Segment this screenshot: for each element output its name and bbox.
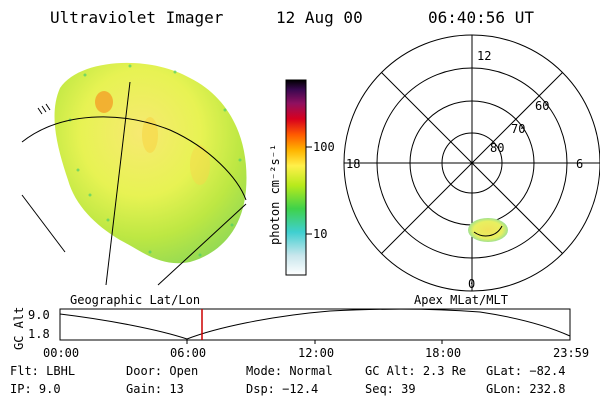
altitude-ytick-low: 1.8 — [28, 327, 50, 341]
mlt-label-12: 12 — [477, 49, 491, 63]
glon-label: GLon: — [486, 382, 523, 396]
ip-value: 9.0 — [38, 382, 61, 396]
gcalt-label: GC Alt: — [365, 364, 416, 378]
dsp-value: −12.4 — [282, 382, 319, 396]
dsp-label: Dsp: — [246, 382, 275, 396]
bright-spots — [95, 91, 210, 185]
time-label: 06:40:56 UT — [428, 8, 534, 27]
door-label: Door: — [126, 364, 163, 378]
ip-label: IP: — [10, 382, 32, 396]
colorbar-tick-100: 100 — [313, 140, 335, 154]
info-dsp: Dsp: −12.4 — [246, 382, 318, 396]
auroral-oval-spot — [468, 218, 508, 242]
glat-value: −82.4 — [529, 364, 566, 378]
flt-value: LBHL — [46, 364, 76, 378]
date-label: 12 Aug 00 — [276, 8, 363, 27]
gain-value: 13 — [169, 382, 184, 396]
left-panel-label: Geographic Lat/Lon — [70, 293, 200, 307]
info-gcalt: GC Alt: 2.3 Re — [365, 364, 466, 378]
info-gain: Gain: 13 — [126, 382, 184, 396]
lat-label-60: 60 — [535, 99, 549, 113]
gain-label: Gain: — [126, 382, 163, 396]
altitude-plot — [59, 308, 571, 344]
mode-label: Mode: — [246, 364, 283, 378]
flt-label: Flt: — [10, 364, 39, 378]
info-seq: Seq: 39 — [365, 382, 416, 396]
glat-label: GLat: — [486, 364, 523, 378]
xtick-0000: 00:00 — [43, 346, 79, 360]
mlt-label-0: 0 — [468, 277, 475, 291]
info-mode: Mode: Normal — [246, 364, 333, 378]
info-ip: IP: 9.0 — [10, 382, 61, 396]
auroral-speckle — [68, 64, 242, 257]
info-door: Door: Open — [126, 364, 198, 378]
altitude-ytick-high: 9.0 — [28, 308, 50, 322]
seq-label: Seq: — [365, 382, 394, 396]
mode-value: Normal — [289, 364, 333, 378]
polar-plot — [343, 34, 600, 292]
mlt-label-18: 18 — [346, 157, 360, 171]
geographic-grid — [21, 81, 247, 286]
info-glon: GLon: 232.8 — [486, 382, 565, 396]
lat-label-70: 70 — [511, 122, 525, 136]
gcalt-value: 2.3 Re — [422, 364, 467, 378]
mlt-label-6: 6 — [576, 157, 583, 171]
xtick-1800: 18:00 — [425, 346, 461, 360]
xtick-2359: 23:59 — [553, 346, 589, 360]
auroral-emission-region — [54, 62, 247, 264]
instrument-title: Ultraviolet Imager — [50, 8, 224, 27]
colorbar — [285, 79, 312, 276]
colorbar-unit-label: photon cm⁻²s⁻¹ — [268, 144, 282, 245]
xtick-0600: 06:00 — [170, 346, 206, 360]
seq-value: 39 — [401, 382, 416, 396]
altitude-curve — [59, 308, 571, 340]
info-glat: GLat: −82.4 — [486, 364, 565, 378]
geographic-image-panel — [21, 62, 247, 286]
info-flt: Flt: LBHL — [10, 364, 75, 378]
lat-label-80: 80 — [490, 141, 504, 155]
door-value: Open — [169, 364, 199, 378]
colorbar-tick-10: 10 — [313, 227, 327, 241]
xtick-1200: 12:00 — [298, 346, 334, 360]
right-panel-label: Apex MLat/MLT — [414, 293, 508, 307]
altitude-ylabel: GC Alt — [12, 307, 26, 350]
glon-value: 232.8 — [529, 382, 566, 396]
